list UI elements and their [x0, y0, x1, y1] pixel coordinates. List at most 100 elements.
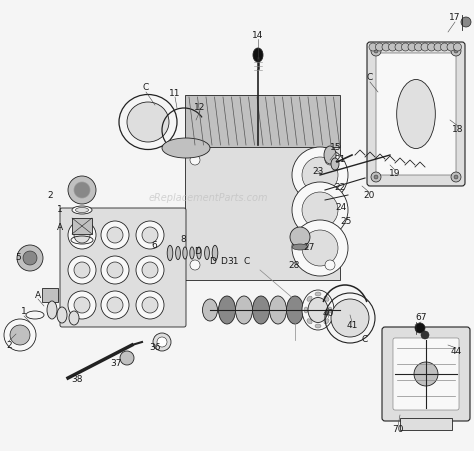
Text: 2: 2: [6, 341, 12, 350]
Ellipse shape: [286, 296, 303, 324]
Text: C: C: [244, 257, 250, 266]
Circle shape: [107, 262, 123, 278]
Text: 6: 6: [151, 241, 157, 250]
Circle shape: [325, 260, 335, 270]
Circle shape: [451, 46, 461, 56]
Circle shape: [408, 43, 416, 51]
Circle shape: [389, 43, 396, 51]
Circle shape: [428, 43, 436, 51]
Text: 15: 15: [330, 143, 342, 152]
Circle shape: [447, 43, 455, 51]
Circle shape: [4, 319, 36, 351]
Circle shape: [190, 260, 200, 270]
Circle shape: [101, 221, 129, 249]
Ellipse shape: [162, 138, 210, 158]
Circle shape: [68, 256, 96, 284]
Text: 1: 1: [21, 308, 27, 317]
Text: 28: 28: [288, 261, 300, 270]
Circle shape: [395, 43, 403, 51]
Ellipse shape: [315, 324, 321, 328]
Text: A: A: [57, 224, 63, 233]
Text: D: D: [220, 257, 228, 266]
Circle shape: [454, 43, 462, 51]
Ellipse shape: [253, 48, 263, 62]
Ellipse shape: [331, 158, 339, 170]
Circle shape: [302, 230, 338, 266]
Circle shape: [68, 221, 96, 249]
Ellipse shape: [302, 290, 334, 330]
Text: C: C: [143, 83, 149, 92]
Circle shape: [107, 227, 123, 243]
FancyBboxPatch shape: [393, 338, 459, 410]
Text: 24: 24: [336, 203, 346, 212]
Circle shape: [454, 175, 458, 179]
Circle shape: [153, 333, 171, 351]
Circle shape: [120, 351, 134, 365]
Ellipse shape: [175, 246, 181, 260]
Circle shape: [68, 176, 96, 204]
Ellipse shape: [236, 296, 253, 324]
Text: 37: 37: [110, 359, 122, 368]
Ellipse shape: [324, 296, 329, 301]
Circle shape: [414, 362, 438, 386]
Text: A: A: [35, 290, 41, 299]
Circle shape: [101, 291, 129, 319]
Ellipse shape: [304, 307, 308, 313]
Ellipse shape: [183, 247, 187, 259]
Text: 1: 1: [57, 206, 63, 215]
Circle shape: [371, 46, 381, 56]
Text: 40: 40: [322, 308, 334, 318]
Circle shape: [302, 157, 338, 193]
Text: D: D: [194, 247, 201, 256]
Ellipse shape: [75, 207, 89, 212]
FancyBboxPatch shape: [376, 53, 456, 175]
Ellipse shape: [167, 245, 173, 261]
Ellipse shape: [324, 146, 336, 164]
Text: 12: 12: [194, 103, 206, 112]
Ellipse shape: [212, 245, 218, 261]
Circle shape: [325, 155, 335, 165]
Text: 23: 23: [312, 167, 324, 176]
Circle shape: [440, 43, 448, 51]
Text: C: C: [367, 74, 373, 83]
Circle shape: [157, 337, 167, 347]
Circle shape: [369, 43, 377, 51]
Text: 19: 19: [389, 169, 401, 178]
Ellipse shape: [324, 319, 329, 324]
Ellipse shape: [292, 244, 308, 250]
Text: C: C: [362, 335, 368, 344]
Circle shape: [421, 43, 429, 51]
Text: 2: 2: [47, 190, 53, 199]
Circle shape: [107, 297, 123, 313]
Circle shape: [10, 325, 30, 345]
Text: 21: 21: [334, 156, 346, 165]
Text: 17: 17: [449, 14, 461, 23]
Circle shape: [415, 323, 425, 333]
Circle shape: [290, 227, 310, 247]
Text: 36: 36: [149, 344, 161, 353]
Ellipse shape: [205, 246, 210, 260]
Bar: [42, 288, 58, 302]
Text: 11: 11: [169, 88, 181, 97]
Ellipse shape: [47, 301, 57, 319]
Ellipse shape: [308, 298, 328, 322]
Circle shape: [375, 43, 383, 51]
Circle shape: [74, 297, 90, 313]
Circle shape: [421, 331, 429, 339]
Circle shape: [374, 175, 378, 179]
Ellipse shape: [397, 79, 435, 148]
Circle shape: [382, 43, 390, 51]
Bar: [185, 95, 340, 147]
Circle shape: [142, 227, 158, 243]
Circle shape: [142, 262, 158, 278]
Text: D: D: [210, 257, 217, 266]
Text: 41: 41: [346, 322, 358, 331]
Ellipse shape: [57, 307, 67, 323]
Text: 22: 22: [334, 184, 346, 193]
Text: 27: 27: [303, 244, 315, 253]
FancyBboxPatch shape: [60, 208, 186, 327]
Text: 70: 70: [392, 425, 404, 434]
Ellipse shape: [307, 319, 312, 324]
Text: 8: 8: [180, 235, 186, 244]
Ellipse shape: [26, 311, 44, 319]
